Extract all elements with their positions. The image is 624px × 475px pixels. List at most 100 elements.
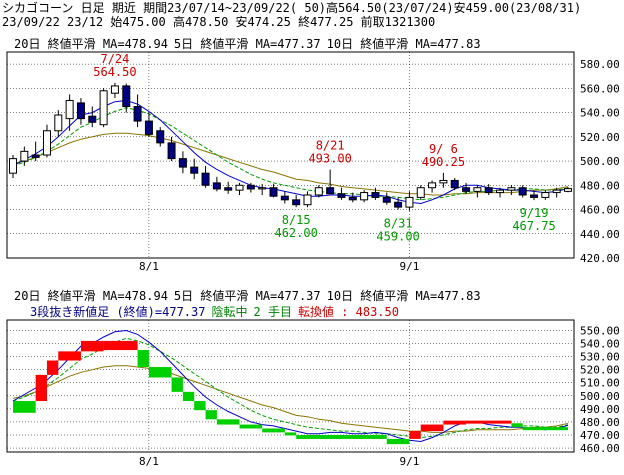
candle: [99, 88, 108, 128]
candle-body: [54, 114, 63, 132]
bottom-y-tick-label: 550.00: [580, 324, 620, 337]
annotation-date: 8/15: [282, 213, 311, 227]
bottom-x-tick-label: 8/1: [139, 455, 159, 468]
candle: [507, 185, 516, 195]
candle: [416, 185, 425, 200]
candle: [382, 192, 391, 205]
brick: [511, 423, 523, 428]
candle-body: [552, 189, 561, 194]
candle: [9, 155, 17, 179]
brick: [239, 424, 263, 429]
brick: [262, 428, 285, 433]
brick: [296, 435, 387, 439]
candle: [212, 176, 221, 192]
legend-ma10: 10日 終値平滑 MA=477.83: [326, 289, 481, 303]
candle: [450, 178, 459, 191]
candle-body: [348, 196, 357, 201]
candle: [110, 82, 119, 99]
candle: [54, 110, 63, 137]
candle: [518, 185, 527, 198]
annotation-date: 9/ 6: [429, 142, 458, 156]
brick: [46, 360, 59, 375]
candle: [88, 106, 97, 128]
candle: [337, 187, 346, 200]
legend-ma5: 5日 終値平滑 MA=477.37: [173, 37, 321, 51]
candle-body: [518, 187, 527, 196]
annotation-date: 8/21: [316, 139, 345, 153]
ma10-line: [12, 107, 569, 201]
candle-body: [280, 195, 289, 201]
brick: [194, 401, 206, 411]
candle-body: [167, 142, 176, 160]
legend-ma20: 20日 終値平滑 MA=478.94: [14, 37, 168, 51]
brick: [80, 340, 104, 352]
brick-ma20-line: [12, 365, 569, 433]
candle: [235, 182, 244, 195]
bottom-y-tick-label: 480.00: [580, 416, 620, 429]
top-y-tick-label: 500.00: [580, 155, 620, 168]
candle: [76, 98, 85, 125]
candle: [133, 94, 142, 128]
brick: [522, 427, 568, 431]
bottom-y-tick-label: 490.00: [580, 403, 620, 416]
candle-body: [65, 99, 74, 120]
top-y-tick-label: 560.00: [580, 82, 620, 95]
candle-body: [258, 187, 267, 190]
bottom-y-tick-label: 470.00: [580, 429, 620, 442]
candle: [473, 185, 482, 198]
top-y-tick-label: 480.00: [580, 179, 620, 192]
candle: [360, 190, 369, 203]
candle-body: [473, 187, 482, 192]
brick: [409, 431, 421, 439]
top-y-tick-label: 540.00: [580, 107, 620, 120]
bottom-y-tick-label: 520.00: [580, 364, 620, 377]
ma5-line: [12, 99, 569, 205]
candle: [314, 185, 323, 198]
candle-body: [439, 179, 448, 184]
candle-body: [212, 182, 221, 190]
candle-body: [314, 187, 323, 196]
candle-body: [484, 187, 493, 194]
candle: [371, 187, 380, 200]
top-plot-frame: [6, 51, 575, 259]
top-y-tick-label: 520.00: [580, 131, 620, 144]
candle-body: [9, 158, 17, 174]
candle-body: [360, 192, 369, 201]
candle-body: [564, 188, 572, 192]
brick: [284, 432, 297, 436]
candle-body: [201, 172, 210, 186]
bottom-y-tick-label: 460.00: [580, 442, 620, 455]
candle: [405, 191, 414, 211]
candle: [246, 182, 255, 193]
legend-ma20: 20日 終値平滑 MA=478.94: [14, 289, 168, 303]
candle: [552, 187, 561, 198]
brick: [182, 391, 195, 402]
top-x-tick-label: 8/1: [139, 260, 159, 273]
annotation-value: 467.75: [512, 219, 555, 233]
brick: [137, 350, 149, 368]
brick-ma10-line: [12, 337, 569, 439]
candle: [484, 184, 493, 195]
candle: [326, 169, 335, 195]
candle: [167, 136, 176, 162]
candle-body: [303, 194, 312, 206]
candle: [144, 112, 153, 137]
candle-body: [507, 187, 516, 191]
header-latest-bar: 23/09/22 23/12 始475.00 高478.50 安474.25 終…: [2, 15, 436, 29]
brick: [420, 424, 444, 432]
candle: [303, 191, 312, 208]
brick-name: 3段抜き新値足 (終値)=477.37: [30, 305, 206, 319]
top-y-tick-label: 460.00: [580, 204, 620, 217]
candle: [190, 158, 199, 180]
bottom-plot-frame: [6, 319, 575, 453]
annotation-value: 490.25: [422, 155, 465, 169]
brick: [205, 410, 217, 420]
bottom-chart-legend: 20日 終値平滑 MA=478.94 5日 終値平滑 MA=477.37 10日 終…: [14, 289, 487, 303]
candle-body: [20, 150, 29, 162]
brick: [443, 420, 467, 425]
bottom-y-tick-label: 500.00: [580, 390, 620, 403]
candle: [269, 184, 278, 198]
candle-body: [405, 196, 414, 208]
